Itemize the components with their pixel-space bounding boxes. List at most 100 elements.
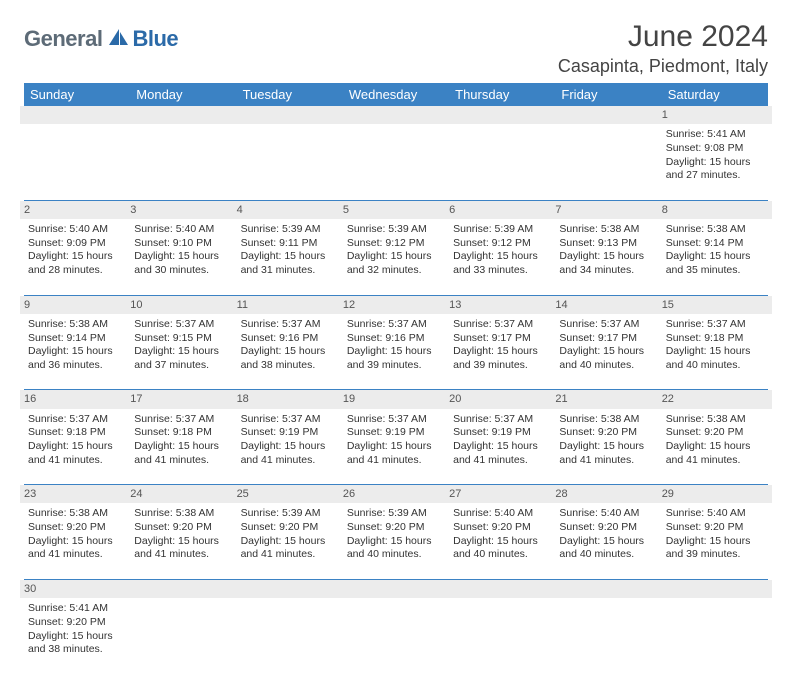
sunset-line: Sunset: 9:18 PM — [666, 332, 764, 346]
sunrise-line: Sunrise: 5:39 AM — [241, 507, 339, 521]
sunset-line: Sunset: 9:20 PM — [241, 521, 339, 535]
daylight-line: Daylight: 15 hours — [241, 535, 339, 549]
daynum-cell: 26 — [343, 485, 449, 506]
sunrise-line: Sunrise: 5:40 AM — [666, 507, 764, 521]
daylight-line: Daylight: 15 hours — [347, 440, 445, 454]
daylight-line-2: and 41 minutes. — [347, 454, 445, 468]
daynum-cell — [130, 106, 236, 126]
sunrise-line: Sunrise: 5:37 AM — [241, 318, 339, 332]
daylight-line-2: and 40 minutes. — [559, 548, 657, 562]
daylight-line: Daylight: 15 hours — [453, 535, 551, 549]
day-cell: Sunrise: 5:39 AMSunset: 9:20 PMDaylight:… — [343, 505, 449, 579]
daynum-cell: 28 — [555, 485, 661, 506]
sunrise-line: Sunrise: 5:38 AM — [28, 318, 126, 332]
daynum-cell — [343, 106, 449, 126]
daylight-line: Daylight: 15 hours — [453, 440, 551, 454]
day-cell: Sunrise: 5:40 AMSunset: 9:20 PMDaylight:… — [662, 505, 768, 579]
daynum-cell: 5 — [343, 200, 449, 221]
sunset-line: Sunset: 9:09 PM — [28, 237, 126, 251]
daylight-line-2: and 41 minutes. — [666, 454, 764, 468]
sunset-line: Sunset: 9:11 PM — [241, 237, 339, 251]
daylight-line-2: and 41 minutes. — [28, 548, 126, 562]
daylight-line: Daylight: 15 hours — [134, 250, 232, 264]
daylight-line-2: and 40 minutes. — [666, 359, 764, 373]
daynum-cell: 10 — [130, 295, 236, 316]
sunrise-line: Sunrise: 5:39 AM — [347, 223, 445, 237]
sunrise-line: Sunrise: 5:38 AM — [666, 223, 764, 237]
sunrise-line: Sunrise: 5:37 AM — [241, 413, 339, 427]
daynum-cell: 24 — [130, 485, 236, 506]
daylight-line-2: and 41 minutes. — [28, 454, 126, 468]
sunrise-line: Sunrise: 5:38 AM — [134, 507, 232, 521]
day-cell: Sunrise: 5:40 AMSunset: 9:10 PMDaylight:… — [130, 221, 236, 295]
day-cell: Sunrise: 5:38 AMSunset: 9:20 PMDaylight:… — [555, 411, 661, 485]
weekday-header: Friday — [555, 83, 661, 106]
header: General Blue June 2024 Casapinta, Piedmo… — [24, 20, 768, 77]
week-row: Sunrise: 5:41 AMSunset: 9:20 PMDaylight:… — [24, 600, 768, 674]
daylight-line: Daylight: 15 hours — [666, 345, 764, 359]
daynum-cell: 3 — [130, 200, 236, 221]
daynum-row: 2345678 — [24, 200, 768, 221]
daylight-line-2: and 41 minutes. — [241, 548, 339, 562]
daylight-line-2: and 41 minutes. — [241, 454, 339, 468]
sunset-line: Sunset: 9:18 PM — [134, 426, 232, 440]
sunrise-line: Sunrise: 5:40 AM — [134, 223, 232, 237]
sunrise-line: Sunrise: 5:41 AM — [666, 128, 764, 142]
title-block: June 2024 Casapinta, Piedmont, Italy — [558, 20, 768, 77]
daylight-line: Daylight: 15 hours — [28, 535, 126, 549]
daynum-cell — [449, 579, 555, 600]
daynum-cell: 9 — [24, 295, 130, 316]
daynum-cell: 16 — [24, 390, 130, 411]
daylight-line: Daylight: 15 hours — [559, 440, 657, 454]
weekday-header: Saturday — [662, 83, 768, 106]
sunset-line: Sunset: 9:20 PM — [666, 426, 764, 440]
calendar-table: Sunday Monday Tuesday Wednesday Thursday… — [24, 83, 768, 674]
day-cell: Sunrise: 5:38 AMSunset: 9:14 PMDaylight:… — [662, 221, 768, 295]
sunrise-line: Sunrise: 5:37 AM — [453, 318, 551, 332]
daylight-line: Daylight: 15 hours — [559, 345, 657, 359]
daylight-line: Daylight: 15 hours — [453, 250, 551, 264]
sunset-line: Sunset: 9:13 PM — [559, 237, 657, 251]
weekday-header-row: Sunday Monday Tuesday Wednesday Thursday… — [24, 83, 768, 106]
daynum-row: 1 — [24, 106, 768, 126]
sunset-line: Sunset: 9:20 PM — [134, 521, 232, 535]
daylight-line-2: and 27 minutes. — [666, 169, 764, 183]
daynum-cell: 12 — [343, 295, 449, 316]
day-cell: Sunrise: 5:37 AMSunset: 9:19 PMDaylight:… — [343, 411, 449, 485]
day-cell: Sunrise: 5:37 AMSunset: 9:18 PMDaylight:… — [130, 411, 236, 485]
daynum-cell — [237, 106, 343, 126]
sunset-line: Sunset: 9:19 PM — [453, 426, 551, 440]
daynum-cell: 8 — [662, 200, 768, 221]
day-cell: Sunrise: 5:37 AMSunset: 9:19 PMDaylight:… — [237, 411, 343, 485]
daylight-line: Daylight: 15 hours — [28, 440, 126, 454]
daylight-line-2: and 28 minutes. — [28, 264, 126, 278]
weekday-header: Wednesday — [343, 83, 449, 106]
sunrise-line: Sunrise: 5:37 AM — [666, 318, 764, 332]
day-cell: Sunrise: 5:37 AMSunset: 9:18 PMDaylight:… — [662, 316, 768, 390]
day-cell — [555, 600, 661, 674]
day-cell: Sunrise: 5:38 AMSunset: 9:14 PMDaylight:… — [24, 316, 130, 390]
daynum-cell — [555, 579, 661, 600]
daynum-cell — [130, 579, 236, 600]
weekday-header: Tuesday — [237, 83, 343, 106]
daylight-line-2: and 41 minutes. — [559, 454, 657, 468]
daynum-row: 23242526272829 — [24, 485, 768, 506]
sunset-line: Sunset: 9:20 PM — [559, 521, 657, 535]
daylight-line-2: and 40 minutes. — [347, 548, 445, 562]
daynum-cell: 14 — [555, 295, 661, 316]
sunset-line: Sunset: 9:17 PM — [559, 332, 657, 346]
daylight-line-2: and 34 minutes. — [559, 264, 657, 278]
daylight-line: Daylight: 15 hours — [134, 440, 232, 454]
daynum-cell: 22 — [662, 390, 768, 411]
daynum-row: 30 — [24, 579, 768, 600]
sunrise-line: Sunrise: 5:37 AM — [559, 318, 657, 332]
daylight-line-2: and 37 minutes. — [134, 359, 232, 373]
sunset-line: Sunset: 9:19 PM — [241, 426, 339, 440]
day-cell — [24, 126, 130, 200]
sunrise-line: Sunrise: 5:38 AM — [28, 507, 126, 521]
daynum-cell — [343, 579, 449, 600]
day-cell — [343, 126, 449, 200]
day-cell: Sunrise: 5:37 AMSunset: 9:18 PMDaylight:… — [24, 411, 130, 485]
daylight-line-2: and 36 minutes. — [28, 359, 126, 373]
daylight-line-2: and 41 minutes. — [134, 454, 232, 468]
